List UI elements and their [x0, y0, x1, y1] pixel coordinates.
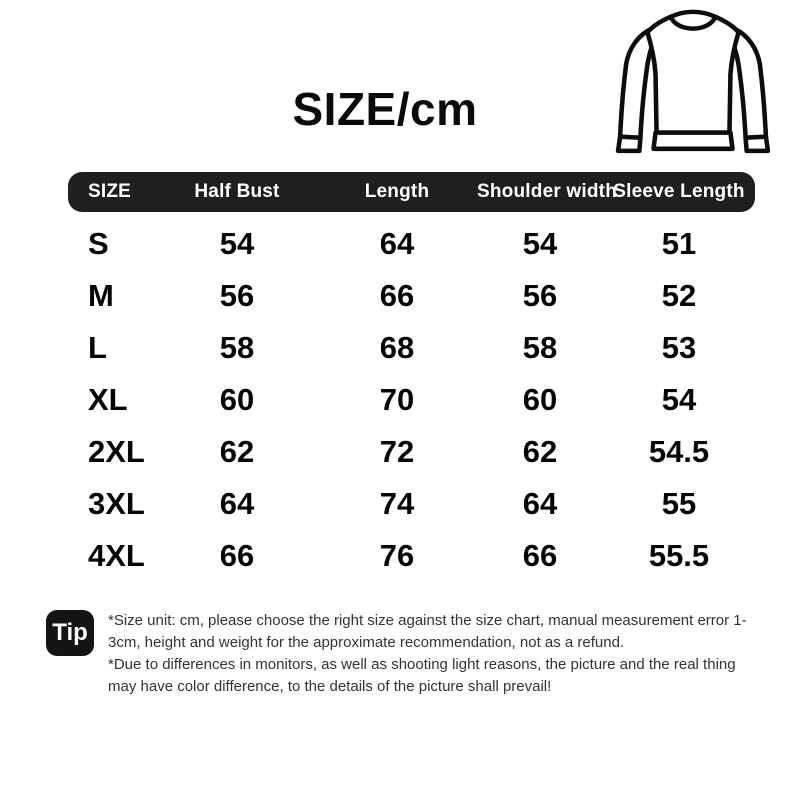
- half-bust-value: 60: [219, 382, 255, 417]
- sleeve-length-value: 55: [661, 486, 697, 521]
- table-row: 4XL 66 76 66 55.5: [68, 530, 755, 582]
- half-bust-value: 58: [219, 330, 255, 365]
- table-row: 2XL 62 72 62 54.5: [68, 426, 755, 478]
- length-value: 68: [379, 330, 415, 365]
- shoulder-width-value: 54: [522, 226, 558, 261]
- size-label: XL: [88, 382, 128, 417]
- size-label: L: [88, 330, 107, 365]
- sleeve-length-value: 54: [661, 382, 697, 417]
- sweater-icon: [612, 4, 774, 160]
- sleeve-length-value: 55.5: [648, 538, 710, 573]
- size-label: 3XL: [88, 486, 145, 521]
- table-row: 3XL 64 74 64 55: [68, 478, 755, 530]
- table-row: S 54 64 54 51: [68, 218, 755, 270]
- half-bust-value: 54: [219, 226, 255, 261]
- table-body: S 54 64 54 51 M 56 66 56 52 L 58 68 58 5…: [68, 218, 755, 582]
- column-header-shoulder-width: Shoulder width: [477, 181, 618, 202]
- length-value: 64: [379, 226, 415, 261]
- length-value: 72: [379, 434, 415, 469]
- half-bust-value: 62: [219, 434, 255, 469]
- tip-notes: *Size unit: cm, please choose the right …: [108, 610, 758, 698]
- sleeve-length-value: 51: [661, 226, 697, 261]
- size-label: 2XL: [88, 434, 145, 469]
- length-value: 74: [379, 486, 415, 521]
- size-label: M: [88, 278, 114, 313]
- shoulder-width-value: 60: [522, 382, 558, 417]
- shoulder-width-value: 64: [522, 486, 558, 521]
- table-header-row: SIZE Half Bust Length Shoulder width Sle…: [68, 172, 755, 212]
- sleeve-length-value: 52: [661, 278, 697, 313]
- sleeve-length-value: 54.5: [648, 434, 710, 469]
- size-label: 4XL: [88, 538, 145, 573]
- size-label: S: [88, 226, 109, 261]
- tip-section: Tip *Size unit: cm, please choose the ri…: [46, 610, 758, 698]
- column-header-size: SIZE: [88, 181, 132, 202]
- size-chart-table: SIZE Half Bust Length Shoulder width Sle…: [68, 172, 755, 582]
- length-value: 66: [379, 278, 415, 313]
- table-row: XL 60 70 60 54: [68, 374, 755, 426]
- column-header-sleeve-length: Sleeve Length: [613, 181, 745, 202]
- half-bust-value: 56: [219, 278, 255, 313]
- length-value: 76: [379, 538, 415, 573]
- shoulder-width-value: 62: [522, 434, 558, 469]
- half-bust-value: 66: [219, 538, 255, 573]
- page-title: SIZE/cm: [292, 83, 478, 135]
- half-bust-value: 64: [219, 486, 255, 521]
- column-header-half-bust: Half Bust: [194, 181, 280, 202]
- table-row: L 58 68 58 53: [68, 322, 755, 374]
- shoulder-width-value: 58: [522, 330, 558, 365]
- column-header-length: Length: [364, 181, 430, 202]
- shoulder-width-value: 56: [522, 278, 558, 313]
- tip-note-color-difference: *Due to differences in monitors, as well…: [108, 656, 736, 695]
- table-row: M 56 66 56 52: [68, 270, 755, 322]
- length-value: 70: [379, 382, 415, 417]
- tip-note-size-unit: *Size unit: cm, please choose the right …: [108, 612, 747, 651]
- sleeve-length-value: 53: [661, 330, 697, 365]
- tip-badge: Tip: [46, 610, 94, 656]
- crewneck-sweater-outline-icon: [615, 9, 771, 154]
- shoulder-width-value: 66: [522, 538, 558, 573]
